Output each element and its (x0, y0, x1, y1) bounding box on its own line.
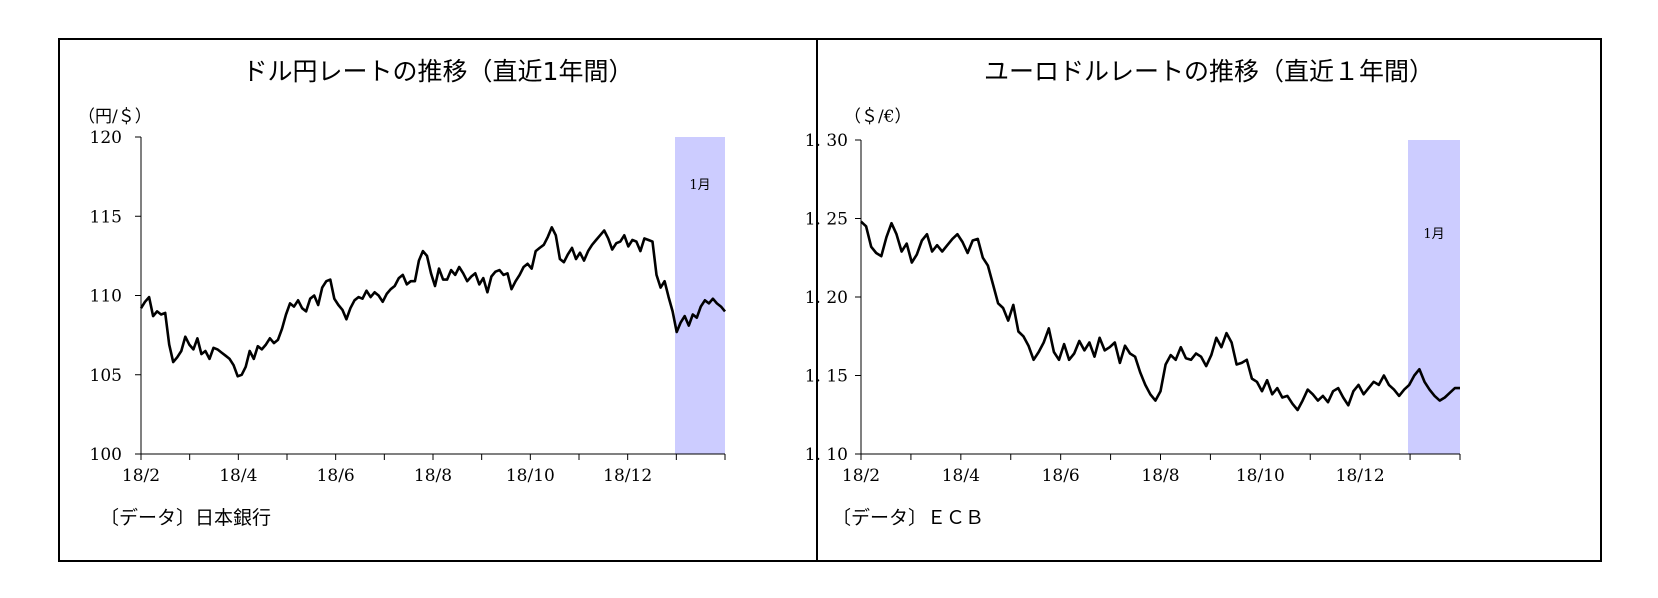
x-tick-label: 18/8 (1141, 466, 1179, 486)
data-source: 〔データ〕日本銀行 (100, 507, 272, 529)
y-tick-label: 1. 20 (805, 288, 848, 308)
y-tick-label: 1. 15 (805, 367, 848, 387)
chart-title: ユーロドルレートの推移（直近１年間） (983, 57, 1434, 86)
y-tick-label: 1. 10 (805, 445, 848, 465)
y-tick-label: 1. 30 (805, 131, 848, 151)
eur-usd-chart-panel: ユーロドルレートの推移（直近１年間） （＄/€） 〔データ〕ＥＣＢ 1月 1. 3… (805, 38, 1602, 562)
x-tick-label: 18/10 (1236, 466, 1285, 486)
x-tick-label: 18/4 (942, 466, 980, 486)
y-tick-label: 100 (90, 445, 122, 465)
y-tick-label: 105 (90, 366, 122, 386)
series-line (139, 226, 726, 378)
x-tick-label: 18/2 (842, 466, 880, 486)
x-tick-label: 18/2 (122, 466, 160, 486)
y-axis-unit-label: （円/＄） (78, 107, 152, 127)
x-tick-label: 18/12 (603, 466, 652, 486)
highlight-band (675, 137, 725, 454)
highlight-label: 1月 (689, 178, 710, 193)
x-tick-label: 18/8 (414, 466, 452, 486)
chart-title: ドル円レートの推移（直近1年間） (242, 57, 634, 86)
highlight-label: 1月 (1423, 227, 1444, 242)
series-line (860, 220, 1460, 412)
y-tick-label: 115 (90, 207, 122, 227)
x-tick-label: 18/6 (317, 466, 355, 486)
y-tick-label: 110 (90, 287, 122, 307)
x-tick-label: 18/4 (219, 466, 257, 486)
highlight-band (1408, 140, 1460, 454)
y-tick-label: 1. 25 (805, 210, 848, 230)
y-axis-unit-label: （＄/€） (844, 107, 912, 127)
y-tick-label: 120 (90, 128, 122, 148)
usd-jpy-chart-panel: ドル円レートの推移（直近1年間） （円/＄） 〔データ〕日本銀行 1月 120 11… (58, 38, 818, 562)
x-tick-label: 18/6 (1042, 466, 1080, 486)
data-source: 〔データ〕ＥＣＢ (832, 507, 985, 529)
x-tick-label: 18/10 (506, 466, 555, 486)
x-tick-label: 18/12 (1336, 466, 1385, 486)
